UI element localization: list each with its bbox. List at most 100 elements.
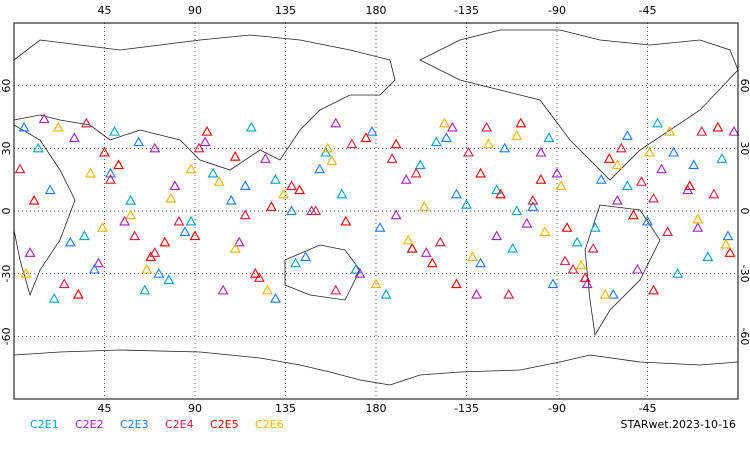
point-marker	[621, 130, 633, 140]
point-marker	[712, 121, 724, 132]
point-marker	[149, 142, 161, 153]
point-marker	[278, 188, 289, 199]
y-tick-label-right: -30	[738, 265, 750, 283]
point-marker	[93, 257, 104, 268]
point-marker	[402, 234, 414, 245]
point-marker	[515, 117, 527, 128]
point-marker	[58, 278, 70, 289]
point-marker	[340, 215, 352, 226]
x-tick-label-bottom: -45	[639, 402, 657, 415]
point-marker	[360, 132, 372, 142]
x-tick-label-bottom: 135	[275, 402, 296, 415]
point-marker	[451, 188, 462, 199]
point-marker	[18, 121, 30, 132]
point-marker	[72, 288, 84, 299]
point-marker	[105, 174, 116, 184]
point-marker	[354, 268, 366, 278]
point-marker	[587, 242, 599, 253]
point-marker	[511, 205, 523, 216]
point-marker	[314, 163, 326, 174]
point-marker	[84, 167, 96, 178]
point-marker	[463, 146, 474, 157]
point-marker	[539, 226, 551, 236]
point-marker	[648, 192, 659, 203]
point-marker	[265, 201, 277, 211]
point-marker	[481, 121, 493, 132]
x-tick-label-top: -45	[639, 4, 657, 17]
point-marker	[503, 288, 515, 299]
point-marker	[475, 257, 487, 268]
point-marker	[451, 278, 462, 289]
point-marker	[207, 167, 219, 178]
point-marker	[32, 142, 44, 153]
point-marker	[163, 274, 175, 284]
point-marker	[599, 288, 611, 299]
point-marker	[589, 222, 601, 232]
point-marker	[648, 284, 659, 295]
point-marker	[692, 213, 704, 224]
point-marker	[611, 159, 623, 170]
point-marker	[559, 255, 571, 266]
point-marker	[627, 209, 639, 220]
point-marker	[270, 293, 281, 303]
point-marker	[259, 153, 271, 163]
point-marker	[571, 236, 583, 247]
antarctica	[13, 349, 739, 386]
point-marker	[722, 230, 734, 241]
x-tick-label-bottom: 180	[366, 402, 387, 415]
point-marker	[475, 167, 487, 178]
point-marker	[294, 184, 306, 195]
point-marker	[724, 247, 736, 257]
point-marker	[471, 288, 482, 299]
y-tick-label-left: 0	[0, 208, 13, 215]
point-marker	[239, 180, 251, 190]
x-tick-label-top: -90	[548, 4, 566, 17]
point-marker	[414, 159, 426, 170]
footer: STARwet.2023-10-16	[620, 418, 736, 431]
point-marker	[696, 126, 708, 136]
point-marker	[438, 117, 450, 128]
point-marker	[89, 263, 100, 274]
legend-entry: C2E6	[255, 418, 284, 431]
point-marker	[692, 222, 704, 232]
point-marker	[561, 222, 573, 232]
point-marker	[229, 151, 241, 161]
point-marker	[125, 194, 137, 205]
point-marker	[322, 142, 334, 153]
africa	[13, 124, 76, 297]
point-marker	[527, 194, 539, 205]
point-marker	[28, 194, 40, 205]
point-marker	[189, 230, 201, 241]
point-marker	[461, 199, 472, 209]
point-marker	[185, 215, 197, 226]
point-marker	[632, 263, 643, 274]
point-marker	[400, 174, 412, 184]
x-tick-label-bottom: -135	[454, 402, 479, 415]
y-tick-label-right: 30	[738, 141, 750, 155]
eurasia	[13, 34, 396, 171]
legend-entry: C2E4	[165, 418, 194, 431]
point-marker	[270, 174, 281, 184]
point-marker	[543, 132, 555, 142]
point-marker	[330, 117, 342, 128]
point-marker	[440, 132, 452, 142]
y-tick-label-left: 30	[0, 141, 13, 155]
x-tick-label-top: 135	[275, 4, 296, 17]
legend-entry: C2E1	[30, 418, 59, 431]
point-marker	[139, 284, 151, 295]
point-marker	[249, 268, 261, 278]
north-america	[419, 29, 739, 181]
plot-layer	[14, 23, 740, 399]
point-marker	[483, 138, 495, 149]
point-marker	[527, 201, 539, 211]
point-marker	[672, 268, 684, 278]
point-marker	[491, 230, 503, 241]
point-marker	[133, 136, 145, 147]
point-marker	[652, 117, 663, 128]
point-marker	[390, 138, 402, 149]
point-marker	[201, 126, 213, 136]
south-america	[584, 204, 661, 337]
point-marker	[145, 251, 157, 262]
point-marker	[346, 138, 358, 149]
point-marker	[14, 163, 26, 174]
